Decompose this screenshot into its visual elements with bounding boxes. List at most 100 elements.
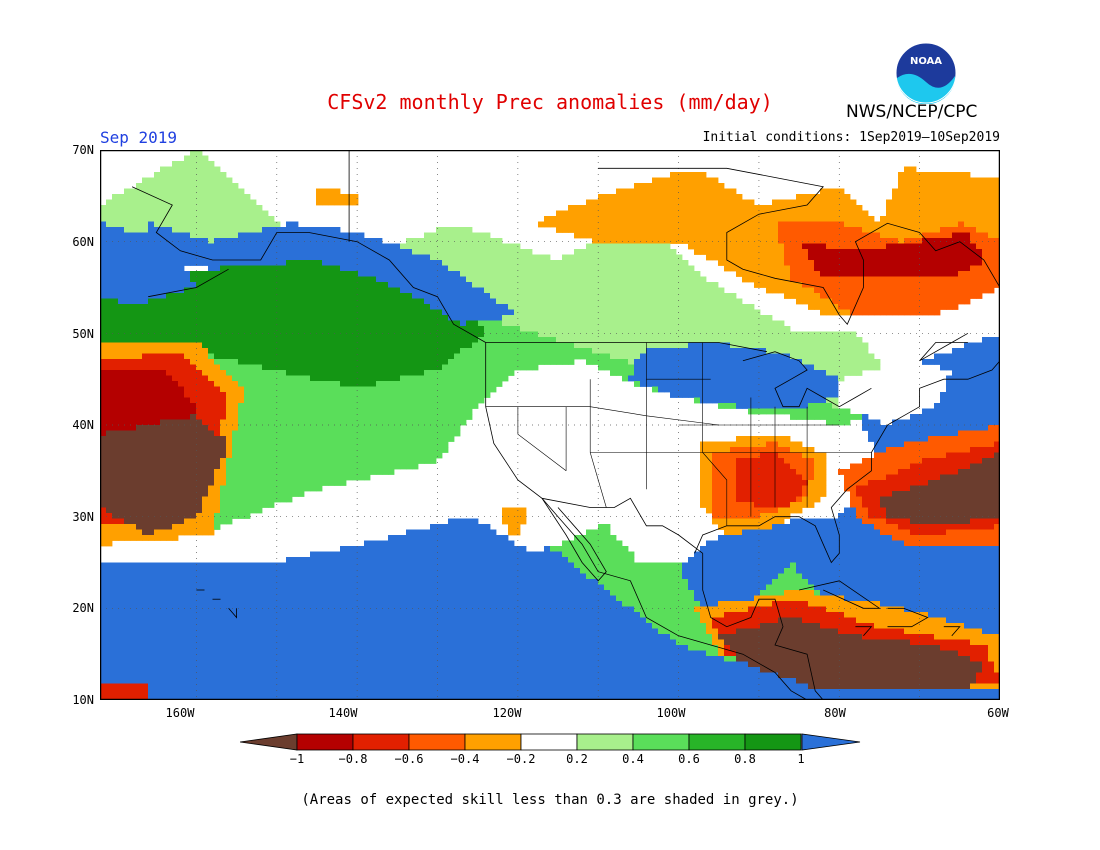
- anomaly-cell: [136, 282, 143, 288]
- anomaly-cell: [466, 260, 473, 266]
- anomaly-cell: [592, 282, 599, 288]
- anomaly-cell: [112, 320, 119, 327]
- anomaly-cell: [124, 364, 131, 371]
- anomaly-cell: [328, 293, 335, 299]
- anomaly-cell: [442, 276, 449, 283]
- anomaly-cell: [964, 287, 971, 294]
- anomaly-cell: [334, 188, 341, 195]
- anomaly-cell: [130, 282, 137, 288]
- anomaly-cell: [826, 342, 833, 349]
- anomaly-cell: [334, 227, 341, 233]
- anomaly-cell: [376, 271, 383, 277]
- anomaly-cell: [802, 249, 809, 255]
- anomaly-cell: [982, 381, 989, 387]
- anomaly-cell: [952, 183, 959, 189]
- anomaly-cell: [520, 304, 527, 310]
- anomaly-cell: [304, 403, 311, 409]
- anomaly-cell: [370, 364, 377, 371]
- anomaly-cell: [340, 364, 347, 371]
- anomaly-cell: [310, 386, 317, 393]
- anomaly-cell: [118, 265, 125, 272]
- anomaly-cell: [526, 315, 533, 321]
- anomaly-cell: [100, 381, 107, 387]
- anomaly-cell: [364, 381, 371, 387]
- anomaly-cell: [292, 364, 299, 371]
- anomaly-cell: [658, 370, 665, 376]
- anomaly-cell: [472, 293, 479, 299]
- anomaly-cell: [736, 381, 743, 387]
- anomaly-cell: [808, 287, 815, 294]
- anomaly-cell: [412, 315, 419, 321]
- anomaly-cell: [112, 287, 119, 294]
- anomaly-cell: [970, 348, 977, 354]
- anomaly-cell: [688, 243, 695, 250]
- anomaly-cell: [634, 298, 641, 305]
- anomaly-cell: [784, 243, 791, 250]
- anomaly-cell: [148, 221, 155, 228]
- anomaly-cell: [418, 375, 425, 382]
- anomaly-cell: [814, 238, 821, 244]
- anomaly-cell: [604, 276, 611, 283]
- anomaly-cell: [766, 265, 773, 272]
- anomaly-cell: [142, 177, 149, 184]
- anomaly-cell: [424, 282, 431, 288]
- anomaly-cell: [964, 293, 971, 299]
- anomaly-cell: [550, 287, 557, 294]
- anomaly-cell: [862, 293, 869, 299]
- anomaly-cell: [370, 348, 377, 354]
- anomaly-cell: [820, 199, 827, 206]
- anomaly-cell: [460, 364, 467, 371]
- anomaly-cell: [592, 315, 599, 321]
- anomaly-cell: [940, 392, 947, 398]
- anomaly-cell: [328, 397, 335, 404]
- anomaly-cell: [658, 194, 665, 200]
- anomaly-cell: [256, 293, 263, 299]
- anomaly-cell: [214, 172, 221, 178]
- anomaly-cell: [148, 397, 155, 404]
- anomaly-cell: [160, 309, 167, 316]
- anomaly-cell: [292, 370, 299, 376]
- anomaly-cell: [994, 271, 1000, 277]
- anomaly-cell: [520, 337, 527, 343]
- anomaly-cell: [154, 315, 161, 321]
- anomaly-cell: [316, 375, 323, 382]
- anomaly-cell: [880, 293, 887, 299]
- anomaly-cell: [178, 254, 185, 261]
- anomaly-cell: [652, 260, 659, 266]
- anomaly-cell: [598, 276, 605, 283]
- anomaly-cell: [298, 249, 305, 255]
- anomaly-cell: [244, 342, 251, 349]
- anomaly-cell: [436, 342, 443, 349]
- anomaly-cell: [754, 337, 761, 343]
- anomaly-cell: [208, 342, 215, 349]
- anomaly-cell: [562, 353, 569, 360]
- forecast-month: Sep 2019: [100, 128, 178, 147]
- anomaly-cell: [112, 386, 119, 393]
- anomaly-cell: [160, 381, 167, 387]
- anomaly-cell: [772, 210, 779, 217]
- anomaly-cell: [226, 403, 233, 409]
- anomaly-cell: [256, 232, 263, 239]
- anomaly-cell: [112, 304, 119, 310]
- anomaly-cell: [988, 386, 995, 393]
- anomaly-cell: [328, 309, 335, 316]
- anomaly-cell: [142, 381, 149, 387]
- anomaly-cell: [748, 381, 755, 387]
- anomaly-cell: [616, 243, 623, 250]
- anomaly-cell: [562, 265, 569, 272]
- anomaly-cell: [952, 210, 959, 217]
- anomaly-cell: [598, 227, 605, 233]
- anomaly-cell: [226, 221, 233, 228]
- anomaly-cell: [244, 375, 251, 382]
- anomaly-cell: [184, 210, 191, 217]
- anomaly-cell: [610, 205, 617, 211]
- anomaly-cell: [658, 315, 665, 321]
- anomaly-cell: [910, 249, 917, 255]
- anomaly-cell: [202, 254, 209, 261]
- anomaly-cell: [388, 403, 395, 409]
- anomaly-cell: [328, 243, 335, 250]
- anomaly-cell: [976, 397, 983, 404]
- anomaly-cell: [262, 309, 269, 316]
- anomaly-cell: [502, 298, 509, 305]
- anomaly-cell: [850, 254, 857, 261]
